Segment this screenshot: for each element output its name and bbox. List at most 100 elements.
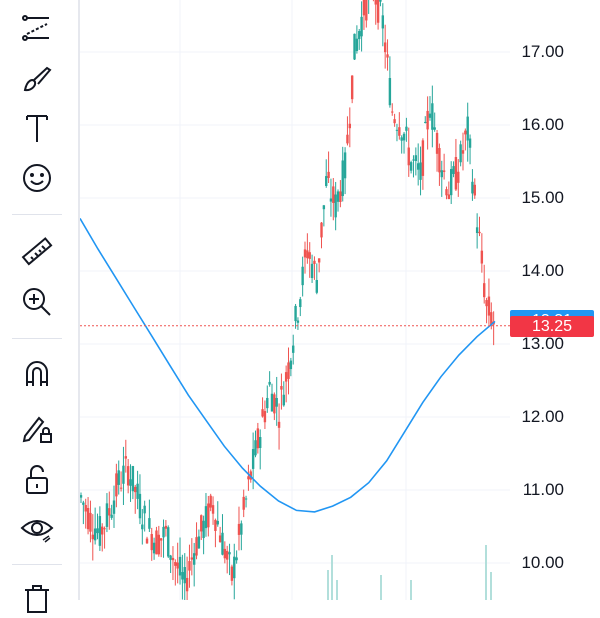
candle-body bbox=[296, 320, 300, 323]
drawing-toolbar bbox=[0, 0, 72, 613]
candle-body bbox=[141, 524, 144, 530]
candle-body bbox=[449, 168, 453, 196]
candle-body bbox=[485, 300, 488, 307]
candle-body bbox=[412, 159, 415, 161]
text-tool-icon[interactable] bbox=[14, 108, 60, 148]
candle-body bbox=[155, 530, 158, 555]
candle-body bbox=[218, 535, 222, 543]
candle-body bbox=[478, 231, 481, 234]
candle-body bbox=[176, 562, 179, 569]
candle-body bbox=[336, 191, 340, 202]
candle-body bbox=[299, 299, 302, 308]
candle-body bbox=[464, 130, 467, 135]
candle-body bbox=[167, 527, 170, 557]
candle-body bbox=[362, 0, 366, 16]
toolbar-separator bbox=[12, 338, 62, 339]
candle-body bbox=[86, 507, 90, 530]
emoji-icon[interactable] bbox=[14, 158, 60, 198]
ruler-icon[interactable] bbox=[14, 232, 60, 272]
price-axis-label: 13.00 bbox=[521, 334, 564, 353]
candle-body bbox=[327, 171, 330, 178]
candle-body bbox=[294, 305, 297, 322]
candle-body bbox=[115, 473, 118, 497]
candle-body bbox=[270, 393, 274, 412]
candle-body bbox=[407, 147, 410, 166]
candle-body bbox=[490, 312, 493, 326]
candle-body bbox=[438, 148, 441, 173]
candle-body bbox=[459, 144, 462, 163]
candle-body bbox=[185, 577, 189, 592]
candle-body bbox=[358, 31, 361, 40]
candle-body bbox=[110, 514, 113, 518]
candle-body bbox=[447, 194, 451, 200]
magnet-icon[interactable] bbox=[14, 354, 60, 394]
candle-body bbox=[334, 194, 337, 218]
candle-body bbox=[263, 411, 267, 423]
candle-body bbox=[388, 78, 392, 106]
candle-body bbox=[313, 260, 316, 264]
candle-body bbox=[416, 163, 420, 170]
candle-body bbox=[150, 534, 153, 551]
candle-body bbox=[383, 42, 387, 53]
candle-body bbox=[93, 528, 97, 541]
candle-body bbox=[122, 465, 125, 484]
toolbar-separator bbox=[12, 564, 62, 565]
candle-body bbox=[400, 137, 403, 141]
candle-body bbox=[117, 470, 120, 485]
lock-drawing-icon[interactable] bbox=[14, 408, 60, 448]
candle-body bbox=[124, 456, 128, 459]
candle-body bbox=[315, 279, 318, 293]
candle-body bbox=[126, 466, 130, 486]
volume-bar bbox=[327, 570, 329, 600]
trash-icon[interactable] bbox=[14, 578, 60, 618]
toolbar-divider bbox=[78, 0, 80, 600]
trend-line-tools-icon[interactable] bbox=[14, 8, 60, 48]
candle-body bbox=[96, 528, 99, 534]
price-axis-label: 10.00 bbox=[521, 553, 564, 572]
candle-body bbox=[414, 155, 418, 162]
candle-body bbox=[242, 496, 245, 510]
zoom-in-icon[interactable] bbox=[14, 282, 60, 322]
candle-body bbox=[138, 493, 142, 519]
candle-body bbox=[174, 561, 177, 566]
candle-body bbox=[292, 345, 295, 353]
candle-body bbox=[261, 409, 264, 417]
candle-body bbox=[365, 0, 368, 21]
candle-body bbox=[435, 132, 439, 154]
candle-body bbox=[409, 162, 413, 171]
candle-body bbox=[303, 249, 307, 258]
candle-body bbox=[346, 134, 349, 144]
candle-body bbox=[266, 397, 269, 409]
candle-body bbox=[343, 152, 347, 179]
candle-body bbox=[244, 498, 248, 500]
last-price-badge: 13.25 bbox=[510, 315, 594, 337]
candle-body bbox=[483, 283, 486, 298]
unlock-icon[interactable] bbox=[14, 460, 60, 500]
brush-icon[interactable] bbox=[14, 58, 60, 98]
candle-body bbox=[445, 189, 448, 196]
candle-body bbox=[480, 250, 484, 264]
candle-body bbox=[386, 54, 389, 58]
candle-body bbox=[214, 519, 217, 531]
candle-body bbox=[228, 552, 231, 555]
candle-body bbox=[171, 557, 175, 561]
candle-body bbox=[341, 160, 344, 197]
price-chart[interactable] bbox=[80, 0, 600, 600]
candle-body bbox=[112, 500, 116, 514]
volume-bar bbox=[485, 545, 487, 600]
candle-body bbox=[487, 296, 491, 316]
candle-body bbox=[468, 138, 472, 148]
candle-body bbox=[339, 191, 342, 202]
candle-body bbox=[162, 526, 165, 538]
candle-body bbox=[225, 550, 229, 560]
candle-body bbox=[405, 126, 408, 131]
candle-body bbox=[204, 506, 208, 529]
candle-body bbox=[391, 111, 394, 113]
candle-body bbox=[306, 250, 309, 259]
candle-body bbox=[259, 437, 262, 448]
candle-body bbox=[183, 567, 186, 584]
eye-icon[interactable] bbox=[14, 508, 60, 548]
candle-body bbox=[129, 479, 132, 486]
candle-body bbox=[195, 537, 198, 556]
candle-body bbox=[355, 38, 359, 52]
